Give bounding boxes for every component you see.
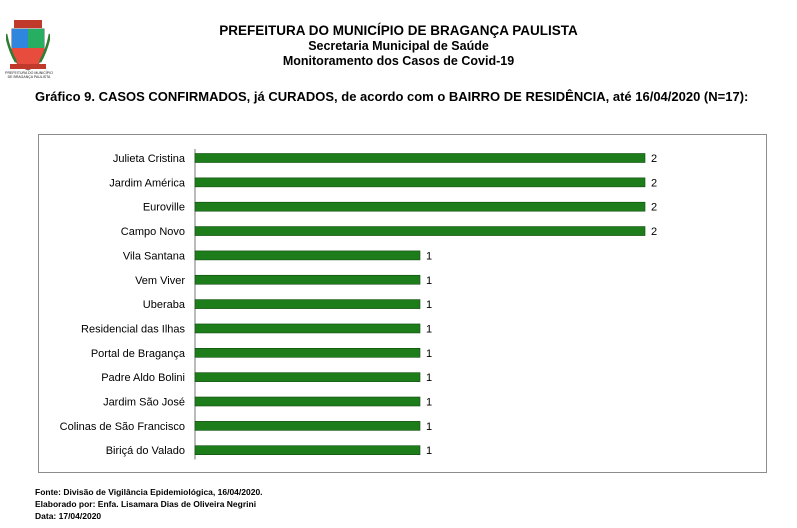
value-label: 2 (651, 226, 657, 238)
chart-frame: Julieta Cristina 2 Jardim América 2 Eurovill… (38, 134, 767, 473)
footer-source: Fonte: Divisão de Vigilância Epidemiológ… (35, 487, 263, 497)
category-label: Residencial das Ilhas (81, 323, 185, 335)
value-label: 1 (426, 421, 432, 433)
bar (194, 250, 421, 261)
value-label: 1 (426, 275, 432, 287)
category-label: Uberaba (143, 299, 186, 311)
footer-date: Data: 17/04/2020 (35, 511, 102, 521)
page-header: PREFEITURA DO MUNICÍPIO DE BRAGANÇA PAUL… (0, 23, 797, 69)
bar (194, 348, 421, 358)
category-label: Campo Novo (121, 226, 185, 238)
bar (194, 226, 646, 236)
value-label: 1 (426, 445, 432, 457)
category-label: Colinas de São Francisco (60, 421, 185, 433)
category-label: Portal de Bragança (91, 348, 186, 360)
bar-chart: Julieta Cristina 2 Jardim América 2 Eurovill… (60, 149, 657, 460)
value-label: 1 (426, 250, 432, 262)
header-subtitle: Secretaria Municipal de Saúde (308, 39, 489, 53)
value-label: 1 (426, 397, 432, 409)
bar (194, 299, 421, 309)
bar (194, 201, 646, 212)
bar (194, 396, 421, 407)
footer: Fonte: Divisão de Vigilância Epidemiológ… (35, 486, 263, 522)
bar (194, 177, 646, 188)
footer-author: Elaborado por: Enfa. Lisamara Dias de Ol… (35, 499, 257, 509)
category-label: Vila Santana (123, 250, 186, 262)
category-label: Biriçá do Valado (106, 445, 185, 457)
bar (194, 323, 421, 334)
bar (194, 421, 421, 431)
value-label: 2 (651, 177, 657, 189)
logo-caption: PREFEITURA DO MUNICÍPIO DE BRAGANÇA PAUL… (5, 71, 53, 79)
value-label: 1 (426, 323, 432, 335)
value-label: 2 (651, 153, 657, 165)
category-label: Euroville (143, 202, 185, 214)
category-label: Julieta Cristina (113, 153, 186, 165)
category-label: Jardim São José (103, 397, 185, 409)
bar (194, 445, 421, 456)
category-label: Vem Viver (135, 275, 185, 287)
bar (194, 274, 421, 285)
category-label: Jardim América (109, 177, 186, 189)
bar (194, 372, 421, 382)
category-label: Padre Aldo Bolini (101, 372, 185, 384)
header-title: PREFEITURA DO MUNICÍPIO DE BRAGANÇA PAUL… (219, 23, 578, 38)
bar (194, 153, 646, 163)
coat-of-arms-logo (6, 20, 50, 71)
value-label: 1 (426, 348, 432, 360)
header-subtitle-2: Monitoramento dos Casos de Covid-19 (282, 54, 515, 68)
value-label: 1 (426, 299, 432, 311)
value-label: 1 (426, 372, 432, 384)
value-label: 2 (651, 202, 657, 214)
chart-title: Gráfico 9. CASOS CONFIRMADOS, já CURADOS… (35, 89, 749, 104)
